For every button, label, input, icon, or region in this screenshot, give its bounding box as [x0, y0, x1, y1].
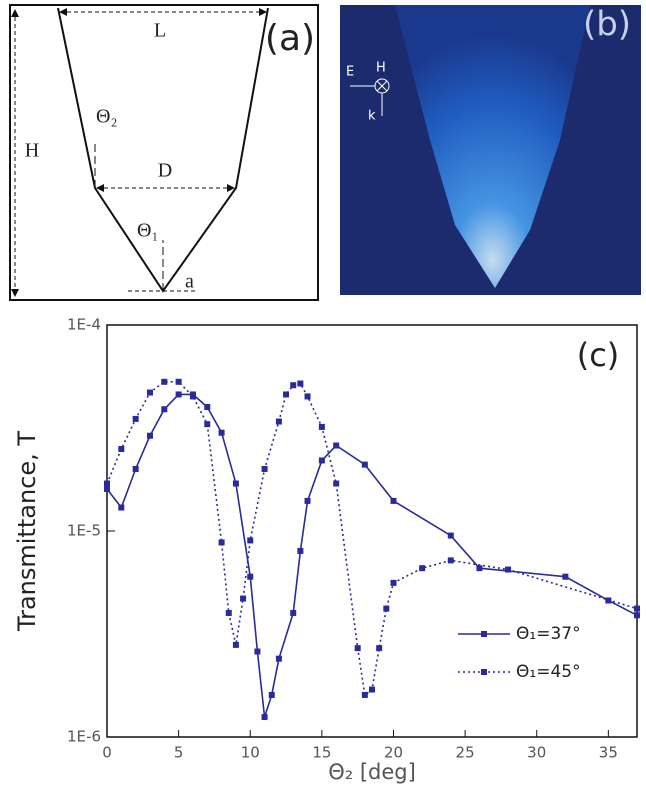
- data-point: [390, 580, 396, 586]
- label: E: [346, 65, 354, 80]
- data-point: [376, 645, 382, 651]
- data-point: [176, 379, 182, 385]
- data-point: [147, 433, 153, 439]
- data-point: [233, 642, 239, 648]
- y-tick-label: 1E-6: [67, 728, 101, 746]
- data-point: [161, 406, 167, 412]
- data-point: [219, 430, 225, 436]
- data-point: [104, 486, 110, 492]
- panel-label: (b): [583, 5, 631, 45]
- data-point: [219, 539, 225, 545]
- label: D: [158, 160, 172, 182]
- data-point: [390, 498, 396, 504]
- x-tick-label: 15: [312, 744, 331, 762]
- data-point: [634, 606, 640, 612]
- data-point: [133, 466, 139, 472]
- y-tick-label: 1E-5: [67, 522, 101, 540]
- x-tick-label: 35: [599, 744, 618, 762]
- y-axis-title: Transmittance, T: [13, 431, 41, 632]
- series-line: [107, 382, 637, 695]
- data-point: [254, 649, 260, 655]
- data-point: [190, 393, 196, 399]
- data-point: [333, 481, 339, 487]
- data-point: [319, 457, 325, 463]
- data-point: [634, 612, 640, 618]
- data-point: [118, 505, 124, 511]
- data-point: [247, 537, 253, 543]
- data-point: [362, 462, 368, 468]
- data-point: [369, 687, 375, 693]
- data-point: [362, 692, 368, 698]
- panel-label: (a): [265, 18, 315, 59]
- data-point: [305, 498, 311, 504]
- data-point: [118, 446, 124, 452]
- x-axis-title: Θ₂ [deg]: [328, 760, 416, 784]
- data-point: [476, 565, 482, 571]
- data-point: [276, 419, 282, 425]
- data-point: [419, 565, 425, 571]
- label: H: [376, 61, 386, 76]
- figure: L H D Θ₂ Θ₁ a (a) (b) E H k (c) Θ₂ [deg]…: [0, 0, 646, 785]
- label: k: [368, 109, 376, 124]
- data-point: [226, 610, 232, 616]
- legend-marker: [481, 669, 487, 675]
- label: a: [185, 271, 194, 293]
- data-point: [276, 656, 282, 662]
- legend-label: Θ₁=45°: [516, 662, 581, 682]
- y-tick-label: 1E-4: [67, 316, 101, 334]
- page: L H D Θ₂ Θ₁ a (a) (b) E H k (c) Θ₂ [deg]…: [0, 0, 646, 785]
- legend-label: Θ₁=37°: [516, 624, 581, 644]
- data-point: [383, 606, 389, 612]
- data-point: [147, 390, 153, 396]
- data-point: [233, 481, 239, 487]
- label: Θ₂: [96, 106, 117, 128]
- data-point: [333, 443, 339, 449]
- data-point: [562, 574, 568, 580]
- data-point: [204, 404, 210, 410]
- data-point: [161, 379, 167, 385]
- data-point: [290, 610, 296, 616]
- data-point: [297, 548, 303, 554]
- legend-marker: [481, 631, 487, 637]
- data-point: [297, 381, 303, 387]
- label: L: [154, 20, 166, 42]
- data-point: [305, 393, 311, 399]
- data-point: [133, 416, 139, 422]
- data-point: [355, 645, 361, 651]
- data-point: [240, 596, 246, 602]
- x-tick-label: 0: [102, 744, 112, 762]
- data-point: [505, 567, 511, 573]
- x-tick-label: 30: [527, 744, 546, 762]
- label: H: [25, 140, 39, 162]
- x-tick-label: 20: [384, 744, 403, 762]
- label: Θ₁: [137, 220, 158, 242]
- x-tick-label: 5: [174, 744, 184, 762]
- data-point: [319, 424, 325, 430]
- data-point: [290, 382, 296, 388]
- data-point: [262, 466, 268, 472]
- data-point: [283, 391, 289, 397]
- data-point: [204, 421, 210, 427]
- data-point: [262, 714, 268, 720]
- data-point: [176, 391, 182, 397]
- data-point: [104, 481, 110, 487]
- panel-label: (c): [577, 336, 620, 374]
- data-point: [269, 692, 275, 698]
- data-point: [247, 574, 253, 580]
- x-tick-label: 25: [456, 744, 475, 762]
- data-point: [448, 533, 454, 539]
- data-point: [448, 557, 454, 563]
- x-tick-label: 10: [241, 744, 260, 762]
